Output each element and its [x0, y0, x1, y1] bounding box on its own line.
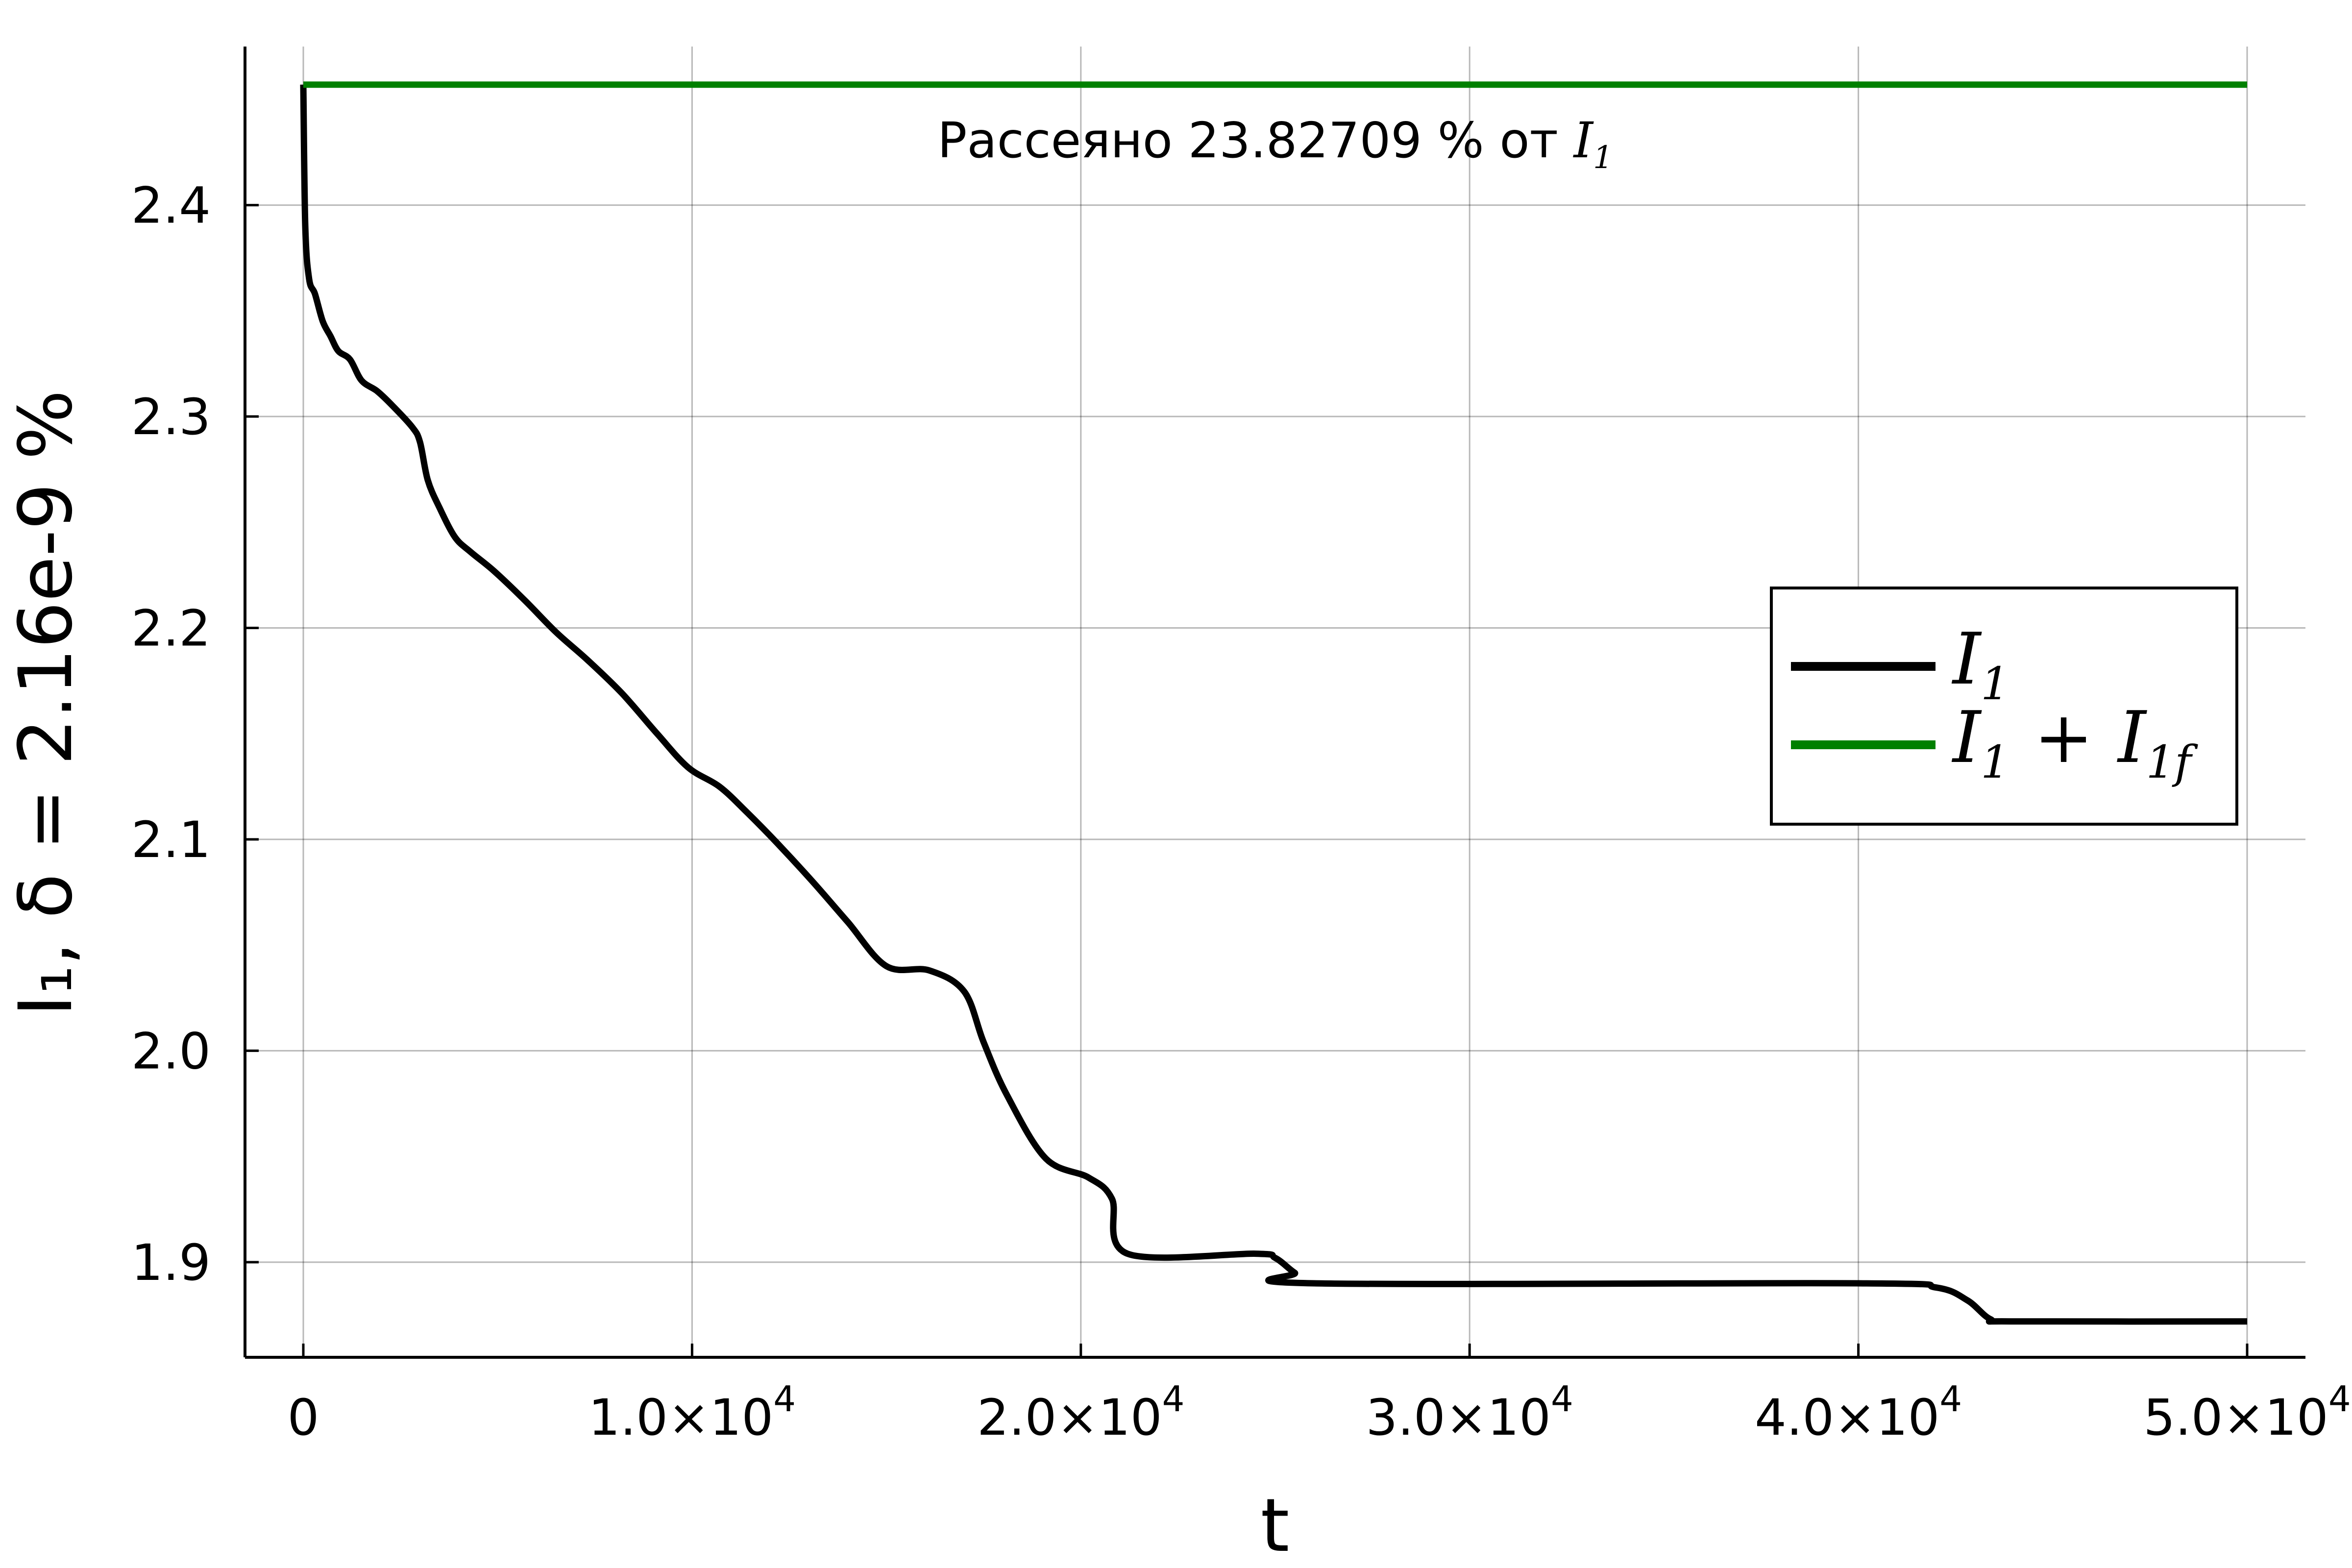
legend-box [1770, 587, 2238, 826]
y-tick-label: 1.9 [131, 1234, 211, 1292]
x-tick-label: 4.0×104 [1755, 1378, 1962, 1447]
x-tick-label: 5.0×104 [2143, 1378, 2351, 1447]
x-tick-mantissa: 5.0×10 [2143, 1389, 2328, 1447]
legend: I1 I1 + I1f [1770, 587, 2238, 826]
x-tick-mantissa: 2.0×10 [977, 1389, 1162, 1447]
x-tick-mantissa: 3.0×10 [1366, 1389, 1551, 1447]
legend-sum-plus: + [2034, 696, 2094, 779]
legend-sum-main2: I [2116, 696, 2147, 779]
y-tick-label: 2.2 [131, 599, 211, 658]
x-tick-mantissa: 0 [288, 1389, 319, 1447]
x-axis-title: t [1261, 1483, 1290, 1568]
x-tick-label: 0 [288, 1389, 319, 1447]
x-tick-exponent: 4 [2328, 1378, 2351, 1420]
y-tick-label: 2.1 [131, 811, 211, 869]
x-tick-exponent: 4 [1551, 1378, 1573, 1420]
x-tick-exponent: 4 [1162, 1378, 1185, 1420]
legend-i1-sub: 1 [1981, 658, 2009, 710]
annotation: Рассеяно 23.82709 % от I1 [937, 112, 1613, 176]
series [300, 81, 2248, 1325]
tick-labels: 0 1.0×104 2.0×104 3.0×104 4.0×104 5.0×1041.92… [131, 177, 2351, 1447]
annotation-subscript: 1 [1593, 140, 1613, 176]
annotation-symbol: I [1573, 112, 1594, 169]
legend-i1-main: I [1951, 618, 1982, 701]
legend-sum-sub: 1 [1981, 736, 2009, 788]
x-tick-exponent: 4 [1939, 1378, 1962, 1420]
x-tick-label: 2.0×104 [977, 1378, 1184, 1447]
series-line-i1 [300, 84, 2248, 1325]
legend-sum-sub2: 1f [2146, 736, 2199, 788]
x-tick-mantissa: 4.0×10 [1755, 1389, 1939, 1447]
y-tick-label: 2.0 [131, 1022, 211, 1080]
x-tick-label: 3.0×104 [1366, 1378, 1573, 1447]
y-tick-label: 2.4 [131, 177, 211, 235]
legend-sum-main: I [1951, 696, 1982, 779]
y-tick-label: 2.3 [131, 388, 211, 446]
y-axis-title: I₁, δ = 2.16e-9 % [3, 390, 89, 1017]
x-tick-mantissa: 1.0×10 [588, 1389, 773, 1447]
x-tick-exponent: 4 [773, 1378, 796, 1420]
axes [244, 47, 2305, 1359]
legend-label-i1: I1 [1951, 618, 2009, 710]
legend-label-i1-plus-i1f: I1 + I1f [1951, 696, 2198, 788]
annotation-prefix: Рассеяно 23.82709 % от [937, 112, 1574, 169]
x-tick-label: 1.0×104 [588, 1378, 796, 1447]
grid [245, 47, 2305, 1357]
